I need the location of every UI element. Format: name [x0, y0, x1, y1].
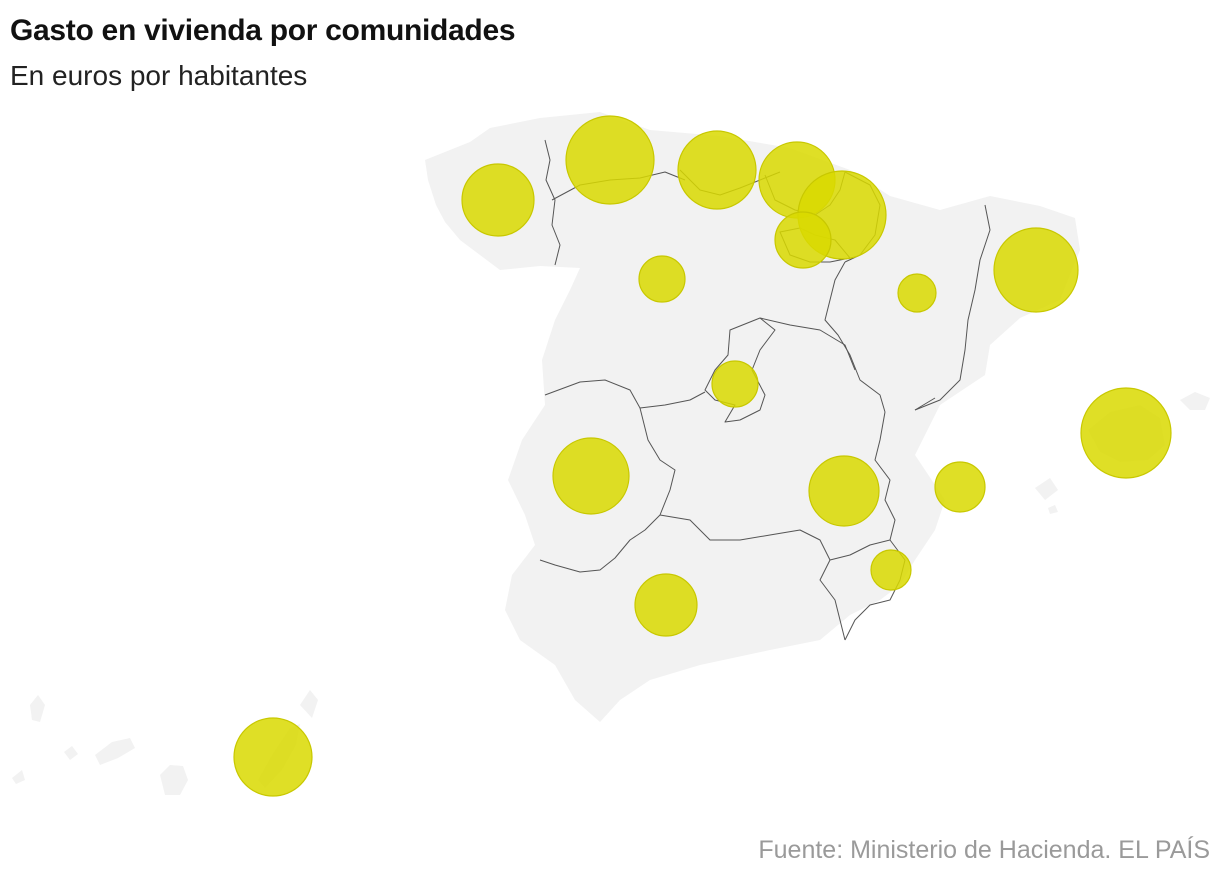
land-ibiza	[1035, 478, 1058, 500]
bubble-madrid	[711, 360, 759, 408]
bubble-galicia	[461, 163, 535, 237]
bubble-asturias	[565, 115, 655, 205]
bubble-islas-baleares	[1080, 387, 1172, 479]
land-peninsula	[425, 112, 1080, 722]
bubble-canarias	[233, 717, 313, 797]
land-el-hierro	[12, 770, 25, 784]
land-tenerife	[95, 738, 135, 765]
bubble-aragon	[897, 273, 937, 313]
chart-title: Gasto en vivienda por comunidades	[10, 14, 516, 47]
bubble-murcia	[870, 549, 912, 591]
border-clm-andalucia	[659, 514, 831, 561]
border-extremadura-clm	[539, 407, 676, 573]
bubble-castilla-la-mancha	[808, 455, 880, 527]
land-formentera	[1048, 505, 1058, 514]
border-cyl-clm-east	[759, 317, 856, 371]
bubble-extremadura	[552, 437, 630, 515]
land-la-gomera	[64, 746, 78, 760]
bubble-comunidad-valenciana	[934, 461, 986, 513]
chart-subtitle: En euros por habitantes	[10, 60, 308, 91]
land-menorca	[1180, 392, 1210, 410]
source-note: Fuente: Ministerio de Hacienda. EL PAÍS	[758, 836, 1210, 864]
bubble-cantabria	[677, 130, 757, 210]
bubbles-layer	[233, 115, 1172, 797]
border-cyl-clm	[544, 379, 706, 409]
border-aragon-cataluna	[914, 204, 991, 411]
bubble-andalucia	[634, 573, 698, 637]
border-galicia-asturias-cyl	[544, 139, 561, 266]
bubble-la-rioja	[774, 211, 832, 269]
border-clm-valencia	[874, 411, 896, 541]
bubble-castilla-y-leon	[638, 255, 686, 303]
border-cyl-aragon	[824, 261, 886, 413]
land-la-palma	[30, 695, 45, 722]
bubble-cataluna	[993, 227, 1079, 313]
land-gran-canaria	[160, 765, 188, 795]
border-valencia-cataluna	[914, 397, 936, 411]
border-murcia-andalucia	[819, 559, 846, 641]
border-madrid	[704, 317, 776, 423]
land-lanzarote	[300, 690, 318, 718]
